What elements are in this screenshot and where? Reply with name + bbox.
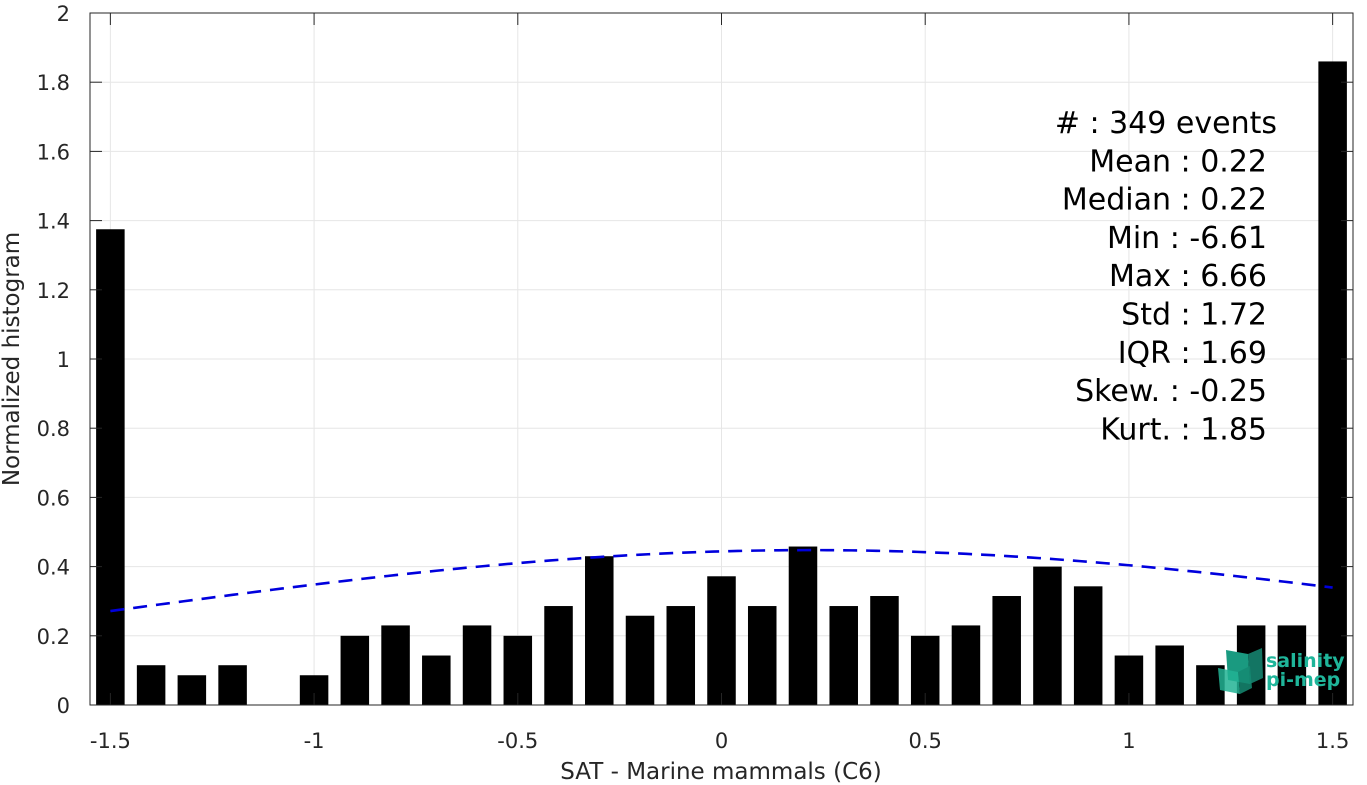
histogram-bar [1155, 645, 1184, 705]
stats-line: Skew. : -0.25 [1075, 374, 1267, 409]
histogram-bar [951, 625, 981, 705]
x-tick-label: 1.5 [1316, 729, 1349, 753]
y-tick-label: 1.6 [37, 140, 70, 164]
histogram-bar [870, 596, 899, 705]
y-tick-label: 1 [57, 348, 70, 372]
histogram-bar [788, 546, 818, 705]
y-tick-label: 0.4 [37, 556, 70, 580]
y-tick-labels: 0 0.2 0.4 0.6 0.8 1 1.2 1.4 1.6 1.8 2 [37, 2, 70, 718]
x-tick-label: 0 [715, 729, 728, 753]
y-tick-label: 0 [57, 694, 70, 718]
y-tick-label: 0.2 [37, 625, 70, 649]
histogram-bar [747, 606, 777, 705]
y-tick-label: 1.4 [37, 210, 70, 234]
histogram-bar [544, 606, 573, 705]
stats-line: # : 349 events [1055, 106, 1277, 141]
y-tick-label: 2 [57, 2, 70, 26]
logo-line2: pi-mep [1266, 669, 1340, 691]
stats-line: Max : 6.66 [1109, 259, 1267, 294]
histogram-bar [829, 606, 858, 705]
x-tick-label: -1.5 [90, 729, 131, 753]
histogram-bar [992, 596, 1021, 705]
y-tick-label: 0.6 [37, 486, 70, 510]
x-tick-label: 1 [1122, 729, 1135, 753]
histogram-bar [218, 665, 247, 705]
histogram-bar [1033, 566, 1062, 705]
histogram-bar [585, 556, 614, 705]
x-tick-label: -1 [304, 729, 325, 753]
x-axis-label: SAT - Marine mammals (C6) [560, 759, 882, 785]
y-axis-label: Normalized histogram [0, 232, 25, 486]
histogram-bar [96, 229, 125, 705]
histogram-bar [1318, 61, 1347, 705]
logo-cube-icon [1218, 648, 1263, 694]
normal-fit-curve [110, 548, 1333, 613]
y-tick-label: 1.8 [37, 71, 70, 95]
logo-line1: salinity [1266, 650, 1345, 672]
histogram-bar [1277, 625, 1307, 705]
histogram-bar [136, 665, 166, 705]
histogram-bar [666, 606, 696, 705]
histogram-bars [96, 61, 1347, 705]
x-tick-label: 0.5 [909, 729, 942, 753]
stats-line: Median : 0.22 [1062, 183, 1267, 218]
x-tick-label: -0.5 [497, 729, 538, 753]
stats-line: Kurt. : 1.85 [1100, 412, 1267, 447]
histogram-bar [707, 576, 736, 705]
stats-line: Mean : 0.22 [1089, 144, 1267, 179]
stats-line: Min : -6.61 [1107, 221, 1267, 256]
stats-line: Std : 1.72 [1121, 298, 1267, 333]
y-tick-label: 1.2 [37, 279, 70, 303]
histogram-bar [340, 635, 370, 705]
x-tick-labels: -1.5 -1 -0.5 0 0.5 1 1.5 [90, 729, 1349, 753]
histogram-bar [462, 625, 492, 705]
stats-line: IQR : 1.69 [1118, 336, 1267, 371]
axes-frame [89, 12, 1354, 706]
histogram-bar [177, 675, 207, 705]
histogram-bar [1073, 586, 1103, 705]
histogram-bar [381, 625, 410, 705]
y-tick-label: 0.8 [37, 417, 70, 441]
histogram-bar [422, 655, 451, 705]
histogram-bar [625, 615, 655, 705]
salinity-pimep-logo: salinity pi-mep [1218, 648, 1345, 694]
